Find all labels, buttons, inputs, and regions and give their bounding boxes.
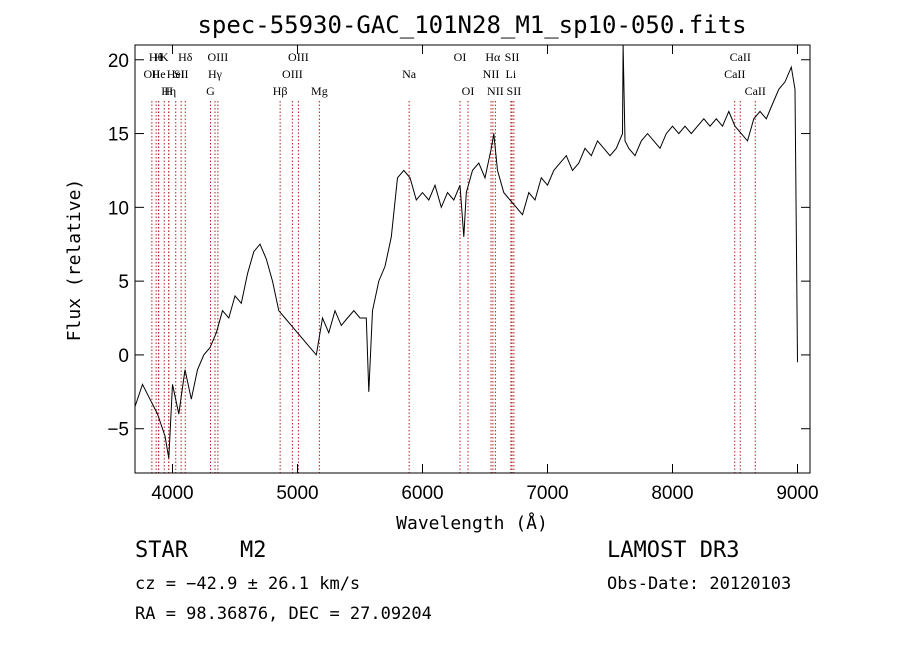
line-marker-label: SII <box>174 67 189 81</box>
line-marker-label: Hβ <box>273 84 288 98</box>
plot-frame <box>134 44 811 474</box>
line-marker-label: OIII <box>288 50 309 64</box>
object-class: STAR <box>135 538 188 563</box>
line-marker-label: Mg <box>311 84 328 98</box>
object-subclass: M2 <box>240 538 267 563</box>
line-marker-label: CaII <box>745 84 766 98</box>
line-marker-label: Li <box>506 67 517 81</box>
survey-name: LAMOST DR3 <box>607 538 740 563</box>
y-tick-label: −5 <box>107 420 129 441</box>
line-marker-label: Hγ <box>208 67 223 81</box>
x-tick-label: 5000 <box>276 483 318 504</box>
line-marker-label: H <box>154 50 163 64</box>
x-tick-label: 6000 <box>401 483 443 504</box>
line-marker-label: SII <box>505 50 520 64</box>
y-tick-label: 5 <box>118 272 129 293</box>
axis-ticks: 4000 5000 6000 7000 8000 9000 20 15 10 5 0 −5 <box>107 45 819 504</box>
y-tick-label: 20 <box>108 51 129 72</box>
x-tick-label: 4000 <box>151 483 193 504</box>
line-marker-label: Hη <box>161 84 176 98</box>
line-marker-label: OIII <box>282 67 303 81</box>
line-marker-label: CaII <box>730 50 751 64</box>
x-tick-label: 7000 <box>526 483 568 504</box>
line-marker-label: HeI <box>167 67 185 81</box>
line-marker-label: Hα <box>485 50 501 64</box>
line-marker-label: SII <box>507 84 522 98</box>
line-marker-label: OIII <box>208 50 229 64</box>
ra-dec-coords: RA = 98.36876, DEC = 27.09204 <box>135 604 432 624</box>
line-marker-label: G <box>206 84 215 98</box>
redshift-cz: cz = −42.9 ± 26.1 km/s <box>135 574 361 594</box>
flux-series-line <box>134 44 798 459</box>
line-marker-label: NII <box>483 67 500 81</box>
line-marker-label: H <box>164 84 173 98</box>
line-marker-label: NII <box>487 84 504 98</box>
obs-date: Obs-Date: 20120103 <box>607 574 792 594</box>
x-axis-label: Wavelength (Å) <box>396 512 548 534</box>
line-marker-label: CaII <box>724 67 745 81</box>
y-tick-label: 15 <box>108 125 129 146</box>
line-markers: OIIHθHeHKHηHHeISIIHδGHγOIIIHβOIIIOIIIMgN… <box>144 50 766 473</box>
x-tick-label: 9000 <box>776 483 818 504</box>
line-marker-label: Hθ <box>149 50 164 64</box>
line-marker-label: OII <box>144 67 161 81</box>
y-tick-label: 10 <box>108 198 129 219</box>
line-marker-label: He <box>152 67 166 81</box>
line-marker-label: OI <box>462 84 475 98</box>
y-axis-label: Flux (relative) <box>64 179 85 342</box>
line-marker-label: OI <box>454 50 467 64</box>
line-marker-label: Hδ <box>178 50 193 64</box>
line-marker-label: Na <box>402 67 417 81</box>
x-tick-label: 8000 <box>651 483 693 504</box>
chart-title: spec-55930-GAC_101N28_M1_sp10-050.fits <box>197 11 746 39</box>
y-tick-label: 0 <box>118 346 129 367</box>
line-marker-label: K <box>160 50 169 64</box>
